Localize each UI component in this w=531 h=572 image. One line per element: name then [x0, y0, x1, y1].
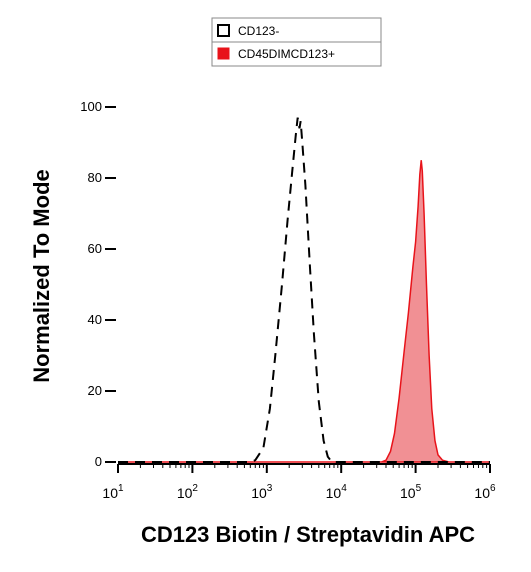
- x-axis-title: CD123 Biotin / Streptavidin APC: [141, 522, 475, 547]
- series-cd45dimcd123pos-area: [118, 160, 490, 463]
- x-tick-label-10e5: 105: [400, 483, 422, 501]
- x-tick-label-10e1: 101: [102, 483, 124, 501]
- y-tick-label-80: 80: [88, 170, 102, 185]
- legend-swatch-cd45dim: [217, 47, 230, 60]
- y-tick-label-60: 60: [88, 241, 102, 256]
- y-tick-label-100: 100: [80, 99, 102, 114]
- y-tick-label-20: 20: [88, 383, 102, 398]
- y-tick-label-0: 0: [95, 454, 102, 469]
- y-tick-label-40: 40: [88, 312, 102, 327]
- legend-swatch-cd123-neg: [217, 24, 230, 37]
- series-cd123neg-line: [118, 117, 490, 463]
- x-tick-label-10e2: 102: [177, 483, 199, 501]
- legend: CD123- CD45DIMCD123+: [211, 17, 382, 67]
- x-tick-label-10e6: 106: [474, 483, 496, 501]
- axes-layer: 0 20 40 60 80 100 101 102 103 104 105 106: [80, 99, 496, 501]
- x-tick-label-10e4: 104: [326, 483, 348, 501]
- x-tick-label-10e3: 103: [251, 483, 273, 501]
- y-axis-title: Normalized To Mode: [29, 169, 54, 383]
- legend-label-cd123-neg: CD123-: [238, 24, 279, 38]
- legend-label-cd45dim: CD45DIMCD123+: [238, 47, 335, 61]
- series-layer: [118, 117, 490, 463]
